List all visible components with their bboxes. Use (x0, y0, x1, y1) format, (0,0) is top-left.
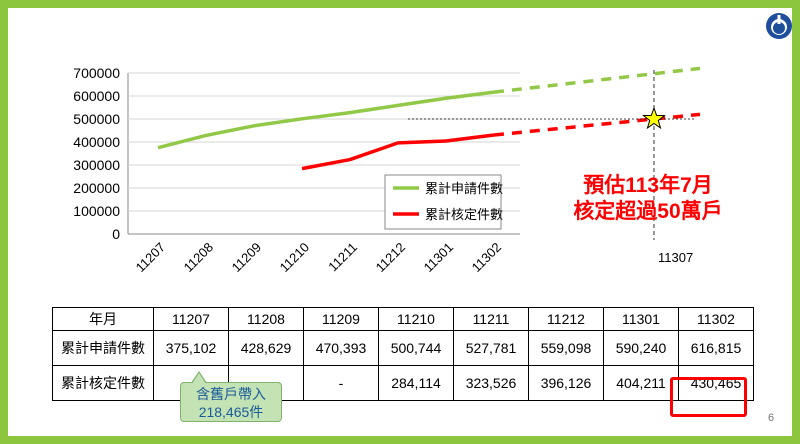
star-marker (642, 106, 666, 130)
table-cell: 527,781 (453, 330, 529, 366)
table-cell: 559,098 (528, 330, 604, 366)
x-tick-label: 11207 (133, 240, 168, 275)
table-header-cell: 11208 (228, 307, 304, 331)
highlight-box (670, 377, 747, 417)
table-header-cell: 11302 (678, 307, 754, 331)
x-tick-label-projection: 11307 (658, 250, 693, 265)
table-cell: 284,114 (378, 365, 454, 401)
series-line (301, 133, 495, 171)
table-header-cell: 11301 (603, 307, 679, 331)
table-cell: 590,240 (603, 330, 679, 366)
legend-label: 累計核定件數 (425, 207, 503, 222)
table-header-cell: 11211 (453, 307, 529, 331)
table-cell: 470,393 (303, 330, 379, 366)
table-cell: 616,815 (678, 330, 754, 366)
legend-box (384, 174, 502, 230)
table-header-cell: 11210 (378, 307, 454, 331)
table-cell: 375,102 (153, 330, 229, 366)
y-tick-label: 0 (112, 226, 120, 242)
page-number: 6 (768, 412, 775, 424)
legend-label: 累計申請件數 (425, 181, 503, 196)
table-row: 累計申請件數 375,102 428,629 470,393 500,744 5… (52, 330, 754, 366)
chart: 700000 600000 500000 400000 300000 200000 1000… (73, 65, 701, 275)
table-header-cell: 11207 (153, 307, 229, 331)
x-tick-label: 11210 (277, 240, 312, 275)
y-tick-label: 300000 (73, 157, 120, 173)
table-cell: 428,629 (228, 330, 304, 366)
x-tick-label: 11301 (421, 240, 456, 275)
y-tick-label: 200000 (73, 180, 120, 196)
logo-icon (766, 13, 792, 39)
table-cell: - (303, 365, 379, 401)
x-tick-label: 11302 (469, 240, 504, 275)
table-header-cell: 11212 (528, 307, 604, 331)
table-header-cell: 年月 (52, 307, 154, 331)
table-row: 累計核定件數 - 284,114 323,526 396,126 404,211… (52, 365, 754, 401)
table-cell: 累計核定件數 (52, 365, 154, 401)
table-cell: 404,211 (603, 365, 679, 401)
y-tick-label: 500000 (73, 111, 120, 127)
note-line2: 218,465件 (198, 404, 264, 420)
note-callout: 含舊戶帶入 218,465件 (180, 371, 282, 422)
y-tick-label: 400000 (73, 134, 120, 150)
projection-line (493, 66, 701, 94)
table-header-cell: 11209 (303, 307, 379, 331)
forecast-callout: 預估113年7月 核定超過50萬戶 (553, 173, 743, 225)
y-tick-label: 700000 (73, 65, 120, 81)
table-header-row: 年月 11207 11208 11209 11210 11211 11212 1… (52, 307, 754, 331)
table-cell: 500,744 (378, 330, 454, 366)
series-line (157, 90, 495, 150)
table-cell: 396,126 (528, 365, 604, 401)
y-tick-label: 600000 (73, 88, 120, 104)
x-tick-label: 11209 (229, 240, 264, 275)
table-cell: 累計申請件數 (52, 330, 154, 366)
table-cell: 430,465 (678, 365, 754, 401)
x-tick-label: 11208 (181, 240, 216, 275)
projection-line (493, 112, 701, 137)
data-table: 年月 11207 11208 11209 11210 11211 11212 1… (52, 307, 754, 401)
table-cell: 323,526 (453, 365, 529, 401)
callout-line1: 預估113年7月 (583, 174, 713, 197)
x-tick-label: 11212 (373, 240, 408, 275)
x-tick-label: 11211 (325, 240, 360, 275)
y-tick-label: 100000 (73, 203, 120, 219)
callout-line2: 核定超過50萬戶 (573, 200, 723, 223)
note-line1: 含舊戶帶入 (196, 386, 266, 402)
